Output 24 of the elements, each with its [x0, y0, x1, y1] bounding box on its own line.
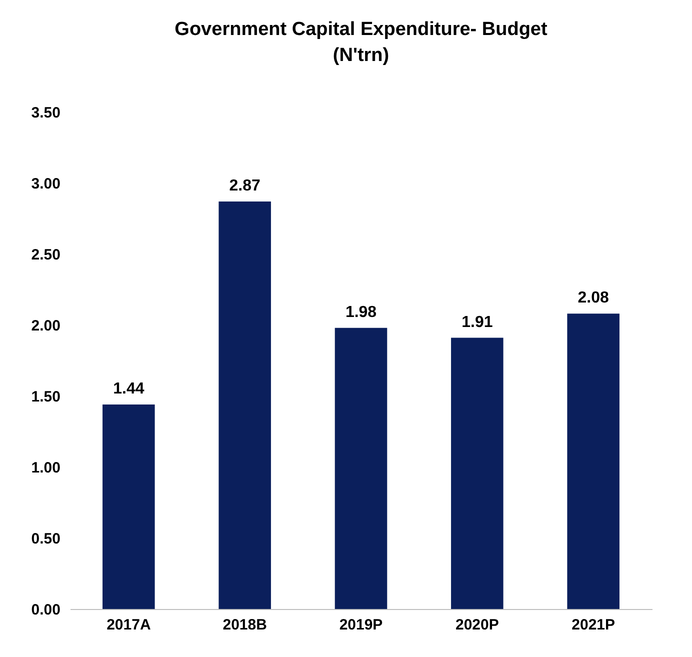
- y-tick-label: 1.50: [31, 388, 60, 406]
- chart-title: Government Capital Expenditure- Budget (N'trn): [174, 19, 548, 66]
- data-label: 1.98: [345, 304, 377, 321]
- bar: [451, 338, 504, 609]
- bar: [567, 314, 620, 609]
- x-tick-label: 2021P: [572, 616, 616, 634]
- y-tick-label: 1.00: [31, 460, 60, 476]
- bar: [218, 201, 271, 609]
- x-tick-label: 2020P: [455, 616, 499, 634]
- x-tick-label: 2017A: [106, 616, 151, 634]
- data-label: 2.08: [578, 290, 610, 307]
- data-label: 1.91: [462, 314, 493, 331]
- bar: [334, 328, 388, 609]
- data-label: 1.44: [113, 380, 144, 398]
- y-tick-label: 3.00: [31, 176, 60, 192]
- y-tick-label: 0.00: [31, 602, 60, 618]
- x-tick-label: 2019P: [339, 616, 383, 634]
- data-label: 2.87: [229, 177, 261, 194]
- y-tick-label: 3.50: [31, 104, 60, 122]
- y-tick-label: 2.50: [31, 246, 60, 264]
- x-tick-label: 2018B: [222, 616, 268, 634]
- y-tick-label: 2.00: [31, 318, 60, 334]
- bar: [102, 404, 155, 609]
- y-tick-label: 0.50: [31, 530, 60, 548]
